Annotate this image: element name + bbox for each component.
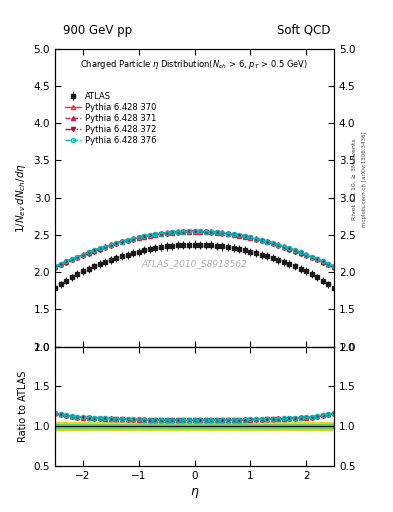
Pythia 6.428 376 bbox=[53, 263, 57, 269]
Pythia 6.428 371 bbox=[242, 233, 247, 239]
Pythia 6.428 372 bbox=[192, 229, 197, 235]
Pythia 6.428 371 bbox=[136, 234, 141, 240]
Pythia 6.428 370 bbox=[259, 237, 264, 243]
Pythia 6.428 371 bbox=[114, 240, 119, 246]
Text: 900 GeV pp: 900 GeV pp bbox=[63, 24, 132, 37]
Text: mcplots.cern.ch [arXiv:1306.3436]: mcplots.cern.ch [arXiv:1306.3436] bbox=[362, 132, 367, 227]
Pythia 6.428 376 bbox=[332, 263, 336, 269]
Legend: ATLAS, Pythia 6.428 370, Pythia 6.428 371, Pythia 6.428 372, Pythia 6.428 376: ATLAS, Pythia 6.428 370, Pythia 6.428 37… bbox=[65, 92, 156, 145]
Pythia 6.428 376 bbox=[259, 237, 264, 243]
Pythia 6.428 372 bbox=[332, 265, 336, 271]
Pythia 6.428 372 bbox=[242, 234, 247, 240]
Pythia 6.428 370 bbox=[326, 261, 331, 267]
Pythia 6.428 371 bbox=[259, 237, 264, 243]
Text: ATLAS_2010_S8918562: ATLAS_2010_S8918562 bbox=[141, 259, 248, 268]
Y-axis label: Ratio to ATLAS: Ratio to ATLAS bbox=[18, 371, 28, 442]
Pythia 6.428 372 bbox=[136, 235, 141, 241]
Pythia 6.428 371 bbox=[326, 261, 331, 267]
Pythia 6.428 370 bbox=[242, 233, 247, 240]
Pythia 6.428 376 bbox=[192, 228, 197, 234]
Pythia 6.428 372 bbox=[114, 241, 119, 247]
Pythia 6.428 376 bbox=[242, 233, 247, 239]
Text: Rivet 3.1.10, ≥ 3M events: Rivet 3.1.10, ≥ 3M events bbox=[352, 138, 357, 220]
Pythia 6.428 371 bbox=[53, 263, 57, 269]
Line: Pythia 6.428 370: Pythia 6.428 370 bbox=[53, 229, 336, 269]
Pythia 6.428 376 bbox=[114, 240, 119, 246]
Pythia 6.428 372 bbox=[53, 265, 57, 271]
Pythia 6.428 371 bbox=[142, 233, 147, 239]
Pythia 6.428 371 bbox=[332, 263, 336, 269]
Pythia 6.428 370 bbox=[136, 234, 141, 241]
Pythia 6.428 370 bbox=[332, 264, 336, 270]
Pythia 6.428 372 bbox=[142, 234, 147, 240]
Pythia 6.428 370 bbox=[53, 264, 57, 270]
Pythia 6.428 370 bbox=[114, 240, 119, 246]
Pythia 6.428 376 bbox=[142, 233, 147, 239]
X-axis label: $\eta$: $\eta$ bbox=[190, 486, 199, 500]
Pythia 6.428 370 bbox=[142, 233, 147, 240]
Pythia 6.428 370 bbox=[192, 228, 197, 234]
Line: Pythia 6.428 371: Pythia 6.428 371 bbox=[53, 229, 336, 268]
Pythia 6.428 376 bbox=[326, 261, 331, 267]
Text: Charged Particle $\eta$ Distribution($N_{ch}$ > 6, $p_{T}$ > 0.5 GeV): Charged Particle $\eta$ Distribution($N_… bbox=[81, 57, 309, 71]
Y-axis label: $1/N_{ev}\,dN_{ch}/d\eta$: $1/N_{ev}\,dN_{ch}/d\eta$ bbox=[14, 163, 28, 233]
Pythia 6.428 376 bbox=[136, 234, 141, 241]
Line: Pythia 6.428 376: Pythia 6.428 376 bbox=[53, 229, 336, 268]
Text: Soft QCD: Soft QCD bbox=[277, 24, 330, 37]
Pythia 6.428 372 bbox=[326, 262, 331, 268]
Line: Pythia 6.428 372: Pythia 6.428 372 bbox=[53, 230, 336, 270]
Pythia 6.428 371 bbox=[192, 228, 197, 234]
Pythia 6.428 372 bbox=[259, 238, 264, 244]
